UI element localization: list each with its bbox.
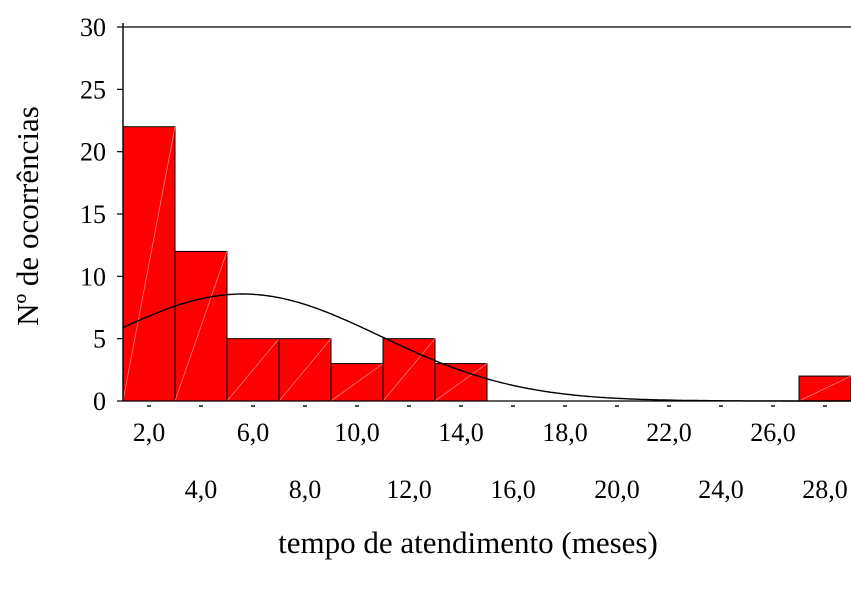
y-axis-title: Nº de ocorrências <box>10 106 45 326</box>
bar-hatch-line <box>278 338 332 402</box>
x-tick-label: 4,0 <box>185 475 218 504</box>
y-tick-label: 15 <box>80 200 106 229</box>
y-tick-label: 25 <box>80 75 106 104</box>
x-tick-label: 12,0 <box>386 475 432 504</box>
x-tick-label: 22,0 <box>646 418 692 447</box>
x-tick-label: 26,0 <box>750 418 796 447</box>
x-tick-label: 2,0 <box>133 418 166 447</box>
y-axis: 0 5 10 15 20 25 30 <box>80 13 123 416</box>
y-tick-label: 30 <box>80 13 106 42</box>
x-tick-label: 20,0 <box>594 475 640 504</box>
plot-frame <box>122 23 851 402</box>
bar-hatch-line <box>330 363 384 402</box>
y-tick-label: 5 <box>93 325 106 354</box>
x-tick-label: 16,0 <box>490 475 536 504</box>
x-tick-label: 28,0 <box>802 475 848 504</box>
histogram-bars <box>122 126 851 402</box>
y-tick-label: 20 <box>80 138 106 167</box>
x-tick-label: 18,0 <box>542 418 588 447</box>
x-axis-title: tempo de atendimento (meses) <box>278 525 658 560</box>
y-tick-label: 10 <box>80 262 106 291</box>
bar-hatch-line <box>798 375 851 402</box>
bar-hatch-line <box>382 338 436 402</box>
y-tick-label: 0 <box>93 387 106 416</box>
bar-hatch-line <box>174 251 228 402</box>
x-tick-label: 8,0 <box>289 475 322 504</box>
x-tick-label: 10,0 <box>334 418 380 447</box>
x-tick-label: 24,0 <box>698 475 744 504</box>
bar-hatch-line <box>226 338 280 402</box>
x-tick-label: 6,0 <box>237 418 270 447</box>
x-axis: 2,0 6,0 10,0 14,0 18,0 22,0 26,0 4,0 8,0 12,0 16,0… <box>133 405 848 504</box>
x-tick-label: 14,0 <box>438 418 484 447</box>
bar-hatch-line <box>122 126 176 402</box>
bar-hatch-line <box>434 363 488 402</box>
